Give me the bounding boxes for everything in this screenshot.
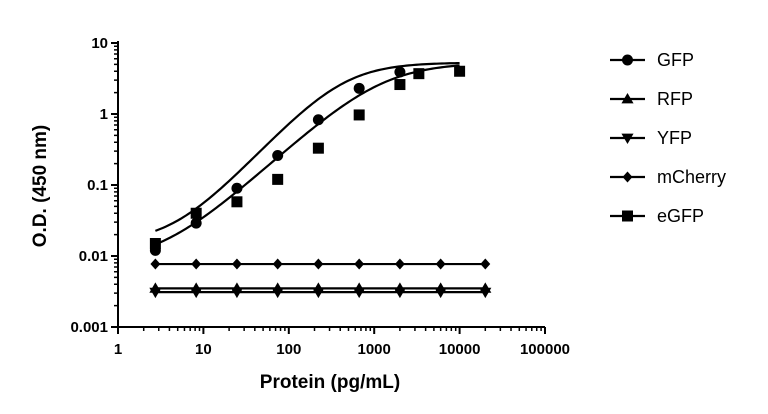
data-point-mcherry (231, 258, 242, 270)
data-point-egfp (394, 79, 406, 91)
data-point-mcherry (150, 258, 161, 270)
legend-label-gfp: GFP (657, 50, 694, 70)
data-point-egfp (353, 109, 365, 121)
data-point-gfp (394, 66, 406, 78)
y-tick-label: 0.001 (70, 319, 108, 336)
fit-curve-egfp (154, 64, 460, 246)
data-point-mcherry (435, 258, 446, 270)
x-tick-label: 10 (195, 341, 212, 358)
x-tick-label: 100000 (520, 341, 570, 358)
y-tick-label: 10 (91, 35, 108, 52)
legend-label-egfp: eGFP (657, 206, 704, 226)
x-tick-label: 100 (276, 341, 301, 358)
data-point-egfp (190, 207, 202, 219)
data-point-mcherry (191, 258, 202, 270)
data-point-gfp (190, 217, 202, 229)
data-point-mcherry (313, 258, 324, 270)
y-axis-title: O.D. (450 nm) (30, 125, 51, 247)
data-point-egfp (312, 142, 324, 154)
x-axis-title: Protein (pg/mL) (260, 372, 400, 393)
data-point-yfp (353, 287, 366, 299)
legend-marker-mcherry (622, 171, 633, 183)
data-point-gfp (312, 114, 324, 126)
legend-marker-rfp (621, 92, 634, 104)
data-point-egfp (231, 196, 243, 208)
data-point-gfp (353, 82, 365, 94)
legend-label-rfp: RFP (657, 89, 693, 109)
data-point-egfp (272, 173, 284, 185)
data-point-egfp (413, 68, 425, 80)
data-point-yfp (230, 287, 243, 299)
data-point-egfp (454, 65, 466, 77)
data-point-gfp (272, 150, 284, 162)
y-tick-label: 0.01 (79, 248, 108, 265)
x-tick-label: 1 (114, 341, 122, 358)
data-point-gfp (231, 182, 243, 194)
data-point-mcherry (480, 258, 491, 270)
x-tick-label: 1000 (358, 341, 391, 358)
y-tick-label: 1 (100, 106, 108, 123)
legend-marker-gfp (622, 54, 633, 66)
x-tick-label: 10000 (439, 341, 481, 358)
data-point-mcherry (354, 258, 365, 270)
legend-label-yfp: YFP (657, 128, 692, 148)
y-tick-label: 0.1 (87, 177, 108, 194)
data-point-yfp (479, 287, 492, 299)
data-point-mcherry (394, 258, 405, 270)
data-point-yfp (393, 287, 406, 299)
legend-marker-egfp (622, 210, 633, 222)
data-point-yfp (271, 287, 284, 299)
data-point-yfp (434, 287, 447, 299)
data-point-yfp (312, 287, 325, 299)
data-point-mcherry (272, 258, 283, 270)
data-point-egfp (149, 237, 161, 249)
legend-marker-yfp (621, 133, 634, 145)
legend-label-mcherry: mCherry (657, 167, 726, 187)
fit-curve-gfp (154, 61, 460, 232)
data-point-yfp (190, 287, 203, 299)
data-point-yfp (149, 287, 162, 299)
